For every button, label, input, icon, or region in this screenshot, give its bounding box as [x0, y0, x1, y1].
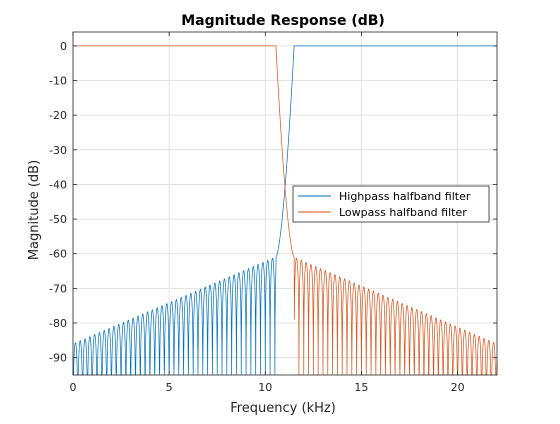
legend-label: Highpass halfband filter	[339, 190, 471, 203]
legend-box	[292, 185, 490, 223]
y-tick-label: -80	[49, 317, 67, 330]
y-tick-label: -10	[49, 75, 67, 88]
y-tick-label: -30	[49, 144, 67, 157]
y-tick-label: 0	[60, 40, 67, 53]
x-axis-label: Frequency (kHz)	[230, 401, 336, 416]
x-tick-label: 20	[451, 381, 465, 394]
legend: Highpass halfband filter Lowpass halfband…	[292, 185, 490, 223]
series-layer	[73, 45, 498, 376]
y-tick-label: -50	[49, 213, 67, 226]
axes-box	[72, 31, 498, 376]
y-tick-label: -40	[49, 178, 67, 191]
y-tick-label: -20	[49, 109, 67, 122]
x-tick-label: 5	[166, 381, 173, 394]
chart-title: Magnitude Response (dB)	[181, 13, 385, 29]
axes-layer: 0 5 10 15 20 0 -10 -20 -30 -40 -50 -60 -70 -80 -90	[49, 31, 498, 394]
lowpass-series-line	[73, 45, 498, 376]
x-tick-label: 10	[258, 381, 272, 394]
x-tick-label: 15	[354, 381, 368, 394]
y-tick-label: -60	[49, 248, 67, 261]
y-tick-label: -90	[49, 352, 67, 365]
y-tick-label: -70	[49, 282, 67, 295]
y-axis-label: Magnitude (dB)	[27, 160, 42, 260]
x-tick-label: 0	[70, 381, 77, 394]
legend-label: Lowpass halfband filter	[339, 206, 467, 219]
